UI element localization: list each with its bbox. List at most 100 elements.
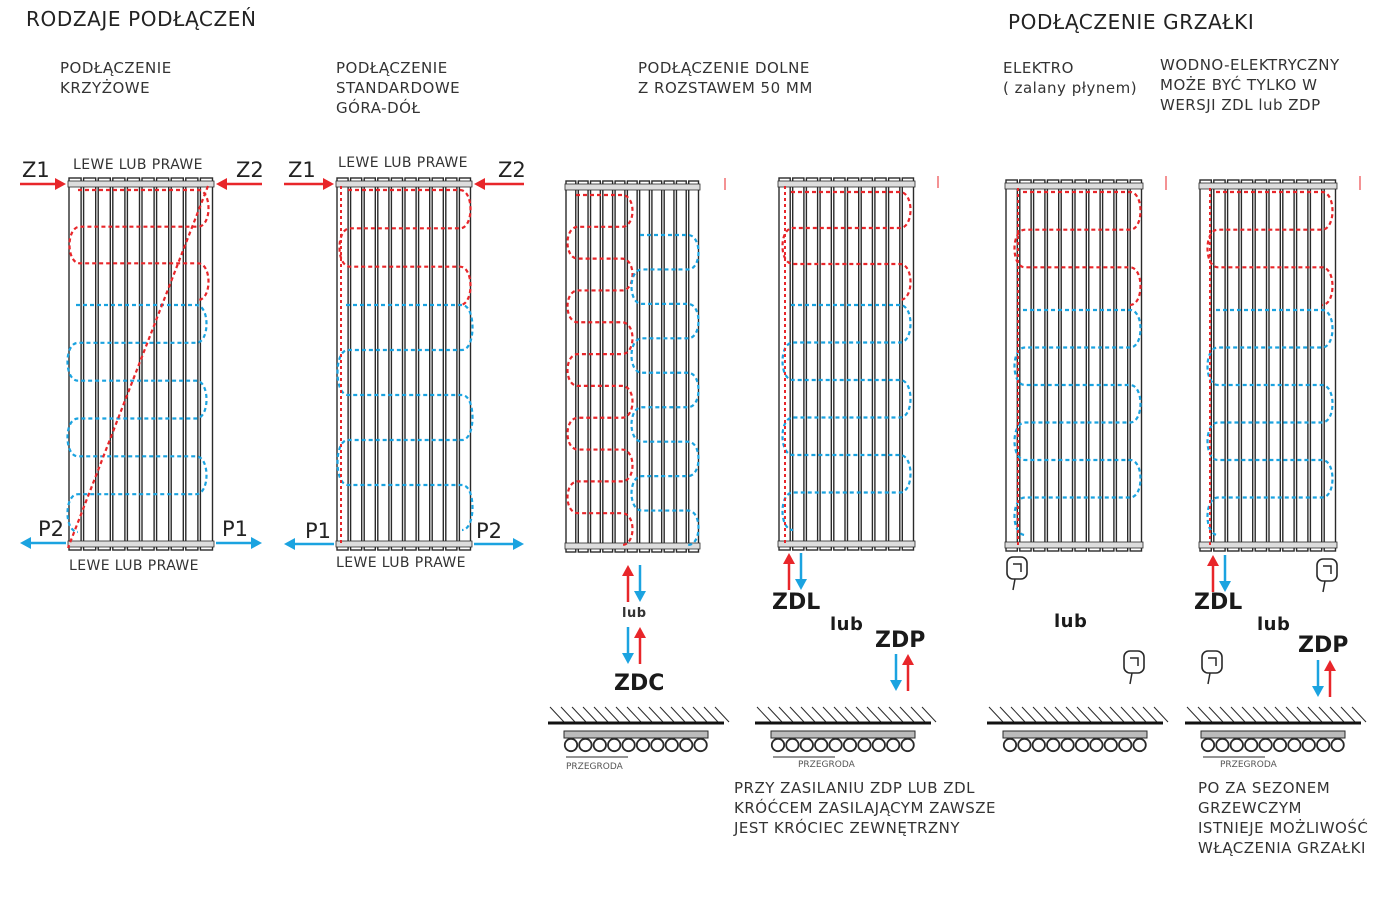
- zdl-code: ZDL: [772, 590, 821, 615]
- wall-hatch: [1153, 706, 1169, 723]
- bottom-header: [1004, 541, 1144, 549]
- tube-section: [1017, 737, 1032, 753]
- wall-hatch: [1032, 706, 1048, 723]
- z1-label: Z1: [22, 158, 50, 182]
- title-bottom: PODŁĄCZENIE DOLNE Z ROZSTAWEM 50 MM: [638, 59, 813, 97]
- title-electric: ELEKTRO ( zalany płynem): [1003, 59, 1138, 97]
- tube-section: [592, 737, 607, 753]
- wall-hatch: [1021, 706, 1037, 723]
- wall-hatch: [1230, 706, 1246, 723]
- arrow-icon: [795, 579, 807, 590]
- return-flow-line: [781, 303, 912, 532]
- radiator-tube: [1088, 179, 1101, 552]
- arrow-icon: [622, 653, 634, 664]
- top-label: LEWE LUB PRAWE: [73, 157, 203, 173]
- radiator-tube: [1323, 179, 1337, 552]
- top-header: [777, 180, 916, 188]
- tube-section: [693, 737, 708, 753]
- tube-section: [900, 737, 915, 753]
- radiator-tube: [390, 177, 404, 551]
- tube-section: [1200, 737, 1216, 753]
- wall-hatch: [844, 706, 860, 723]
- p1-label: P1: [222, 517, 249, 541]
- tube-section: [578, 737, 593, 753]
- radiator-tube: [1240, 179, 1254, 552]
- wall-hatch: [1241, 706, 1257, 723]
- wall-hatch: [1197, 706, 1213, 723]
- radiator-tube: [1254, 179, 1268, 552]
- tube-section: [1244, 737, 1259, 753]
- radiator-tube: [887, 177, 901, 551]
- tube-section: [828, 737, 843, 753]
- wall-hatch: [626, 706, 642, 723]
- radiator-tube: [363, 177, 377, 551]
- radiator-tube: [1101, 179, 1115, 552]
- arrow-icon: [634, 627, 646, 638]
- supply-flow-line: [1013, 190, 1142, 307]
- lub-label: lub: [830, 614, 864, 635]
- radiator-tube: [614, 180, 626, 553]
- wall-hatch: [1043, 706, 1059, 723]
- wall-hatch: [1351, 706, 1367, 723]
- wall-hatch: [999, 706, 1015, 723]
- radiator-tube: [336, 177, 349, 551]
- wall-hatch: [888, 706, 904, 723]
- radiator-tube: [377, 177, 390, 551]
- wall-hatch: [1296, 706, 1312, 723]
- heating-element-icon: [1323, 565, 1332, 574]
- supply-flow-line: [566, 193, 634, 547]
- wall-hatch: [1263, 706, 1279, 723]
- wall-hatch: [1318, 706, 1334, 723]
- tube-section: [1229, 737, 1244, 753]
- wall-hatch: [659, 706, 675, 723]
- radiator-tube: [1115, 179, 1129, 552]
- wall-hatch: [800, 706, 816, 723]
- radiator-tube: [901, 177, 915, 551]
- p2-label: P2: [476, 519, 503, 543]
- tube-section: [650, 737, 665, 753]
- arrow-icon: [474, 178, 485, 190]
- supply-flow-line: [781, 190, 912, 302]
- wall-hatch: [778, 706, 794, 723]
- radiator-tube: [1309, 179, 1323, 552]
- radiator-tube: [458, 177, 472, 551]
- wall-hatch: [1054, 706, 1070, 723]
- tube-section: [1272, 737, 1288, 753]
- tube-section: [1031, 737, 1046, 753]
- arrow-icon: [20, 537, 31, 549]
- tube-section: [814, 737, 829, 753]
- arrow-icon: [1312, 686, 1324, 697]
- arrow-icon: [284, 538, 295, 550]
- wall-hatch: [811, 706, 827, 723]
- radiator-tube: [417, 177, 431, 551]
- heating-element-icon: [1316, 558, 1338, 582]
- arrow-icon: [902, 654, 914, 665]
- radiator-tube: [874, 177, 887, 551]
- heating-element-cable: [1129, 672, 1133, 685]
- wall-hatch: [1186, 706, 1202, 723]
- radiator-tube: [112, 177, 126, 551]
- radiator-tube: [589, 180, 602, 553]
- radiator-tube: [651, 180, 663, 553]
- wall-hatch: [1274, 706, 1290, 723]
- wall-hatch: [1307, 706, 1323, 723]
- bottom-header: [335, 540, 473, 548]
- wall-hatch: [910, 706, 926, 723]
- z2-label: Z2: [498, 158, 526, 182]
- return-flow-line: [336, 303, 474, 532]
- heating-element-icon: [1013, 563, 1022, 572]
- wall-hatch: [692, 706, 708, 723]
- tube-section: [1089, 737, 1104, 753]
- radiator-tube: [1019, 179, 1032, 552]
- radiator-tube: [1213, 179, 1226, 552]
- tube-section: [799, 737, 814, 753]
- radiator-tube: [1129, 179, 1143, 552]
- supply-flow-line: [338, 188, 472, 307]
- radiator-header-top-view: [1002, 730, 1148, 739]
- title-standard: PODŁĄCZENIE STANDARDOWE GÓRA-DÓŁ: [336, 59, 461, 117]
- tube-section: [842, 737, 858, 753]
- lub-label: lub: [1257, 614, 1291, 635]
- wall-hatch: [866, 706, 882, 723]
- wall-hatch: [1120, 706, 1136, 723]
- radiator-tube: [626, 180, 638, 553]
